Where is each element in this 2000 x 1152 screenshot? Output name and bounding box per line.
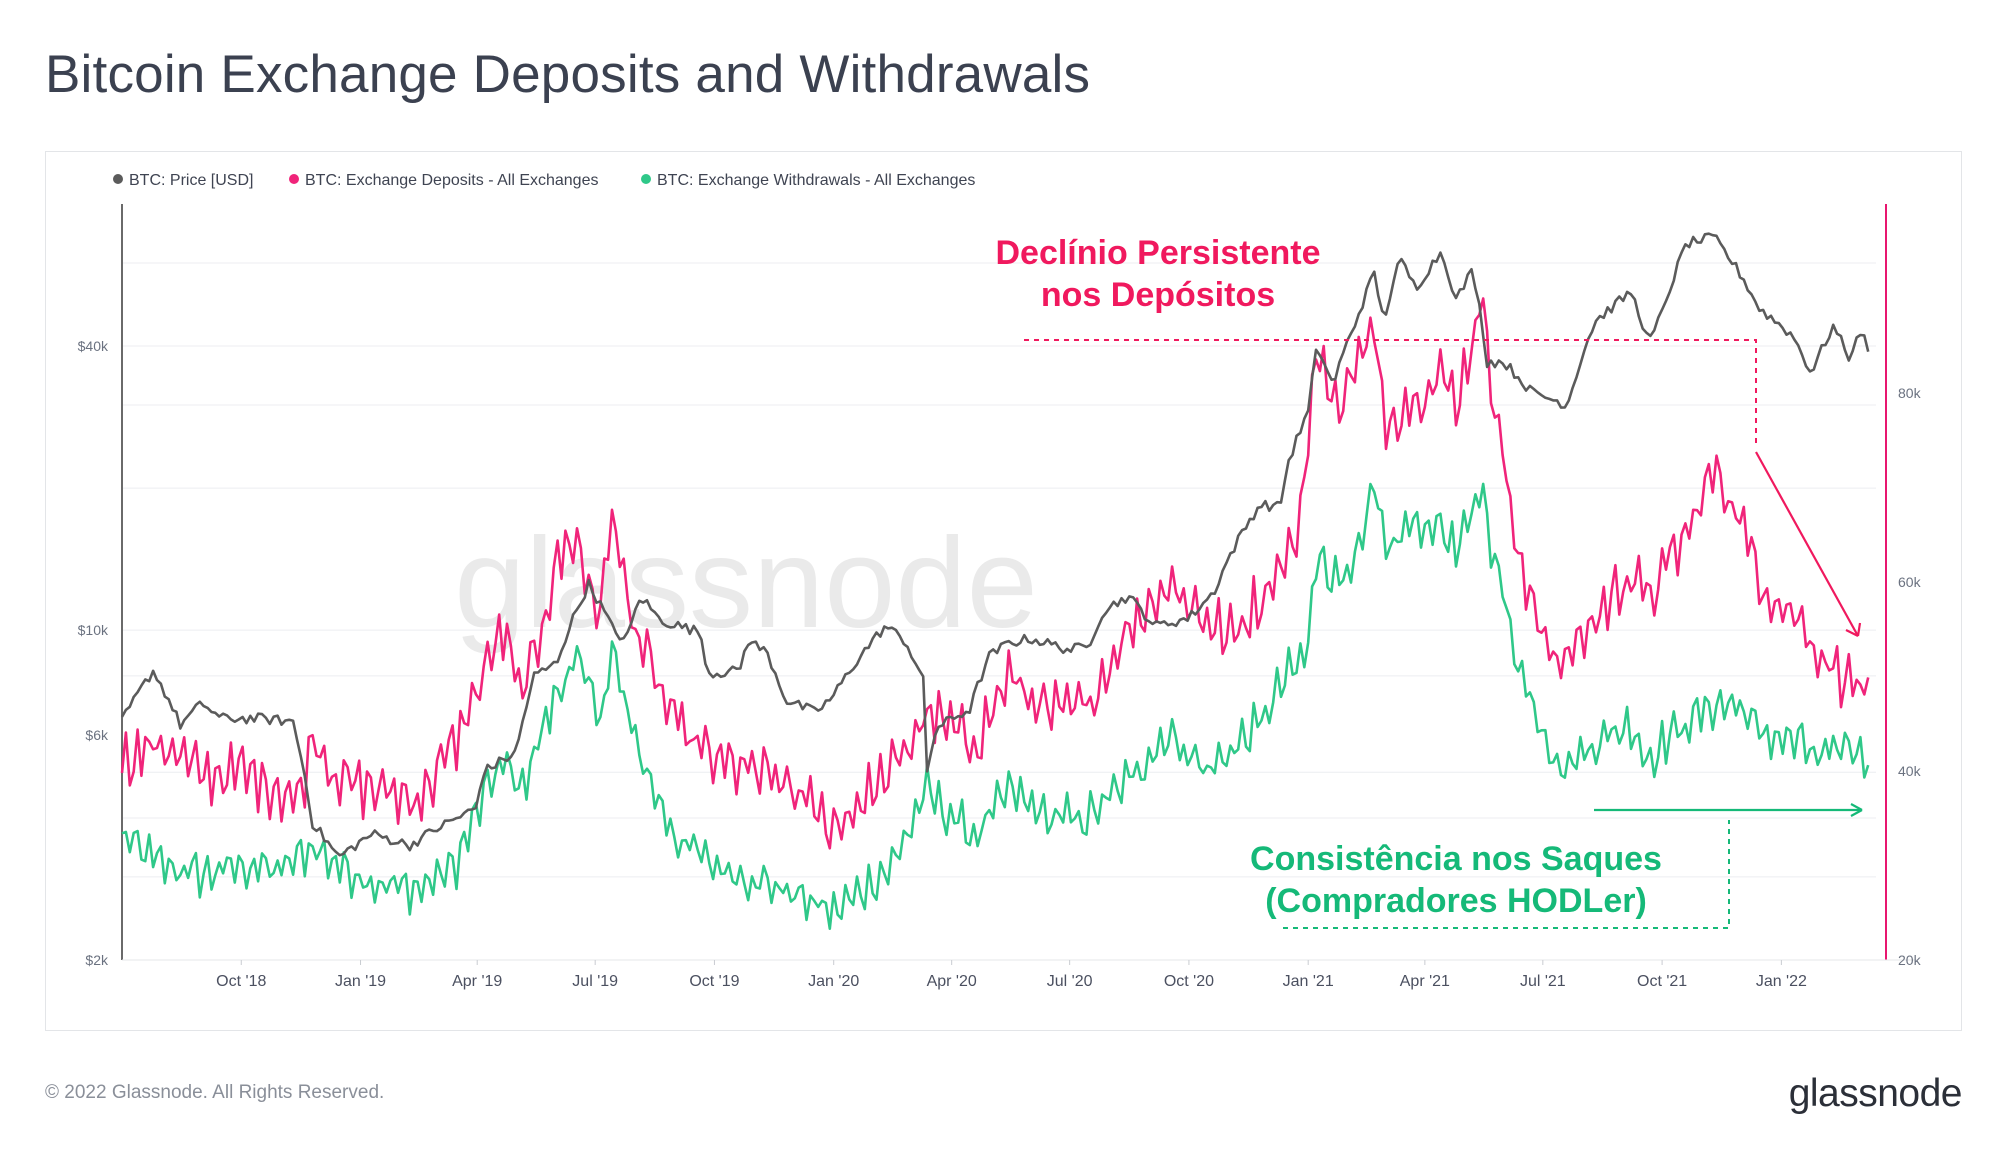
y-left-tick-label: $6k: [85, 727, 109, 743]
chart-panel: glassnode $2k $6k $10k $40k 20k 40k 60k 80k Oct '…: [45, 151, 1962, 1031]
page-title: Bitcoin Exchange Deposits and Withdrawal…: [45, 45, 1091, 104]
annotation-deposits-line2: nos Depósitos: [1041, 276, 1275, 314]
legend-label: BTC: Price [USD]: [129, 172, 253, 189]
legend-label: BTC: Exchange Deposits - All Exchanges: [305, 172, 598, 189]
withdrawals-arrow-head: [1850, 803, 1863, 817]
x-tick-label: Apr '21: [1400, 973, 1450, 990]
y-right-tick-label: 40k: [1898, 763, 1922, 779]
y-right-tick-label: 80k: [1898, 385, 1922, 401]
copyright-footer: © 2022 Glassnode. All Rights Reserved.: [45, 1082, 385, 1103]
legend-dot-withdrawals[interactable]: [641, 174, 651, 184]
annotation-deposits-line1: Declínio Persistente: [995, 234, 1320, 272]
x-tick-label: Apr '20: [927, 973, 977, 990]
y-right-tick-label: 60k: [1898, 574, 1922, 590]
series-line-withdrawals: [121, 482, 1870, 930]
series-line-price: [120, 232, 1870, 857]
y-left-tick-label: $2k: [85, 952, 109, 968]
x-tick-label: Apr '19: [452, 973, 502, 990]
x-tick-label: Jan '20: [808, 973, 859, 990]
deposits-arrow-head: [1845, 622, 1862, 637]
y-left-tick-label: $10k: [78, 622, 109, 638]
series-line-deposits: [120, 297, 1870, 850]
glassnode-logo[interactable]: glassnode: [1788, 1072, 1963, 1115]
x-tick-label: Oct '18: [216, 973, 266, 990]
legend-label: BTC: Exchange Withdrawals - All Exchange…: [657, 172, 975, 189]
legend-dot-deposits[interactable]: [289, 174, 299, 184]
x-tick-label: Oct '20: [1164, 973, 1214, 990]
x-tick-label: Jul '21: [1520, 973, 1566, 990]
x-tick-label: Jan '19: [335, 973, 386, 990]
x-tick-label: Jul '20: [1047, 973, 1093, 990]
x-tick-label: Oct '19: [689, 973, 739, 990]
annotation-withdrawals-line2: (Compradores HODLer): [1265, 882, 1647, 920]
deposits-trend-arrow: [1755, 451, 1859, 637]
deposits-dashed-guide: [1024, 339, 1757, 447]
annotation-withdrawals-line1: Consistência nos Saques: [1250, 840, 1662, 878]
x-tick-label: Jan '21: [1283, 973, 1334, 990]
y-left-tick-label: $40k: [78, 338, 109, 354]
x-tick-label: Jan '22: [1756, 973, 1807, 990]
x-tick-label: Oct '21: [1637, 973, 1687, 990]
y-right-tick-label: 20k: [1898, 952, 1922, 968]
x-tick-label: Jul '19: [572, 973, 618, 990]
legend-dot-price[interactable]: [113, 174, 123, 184]
